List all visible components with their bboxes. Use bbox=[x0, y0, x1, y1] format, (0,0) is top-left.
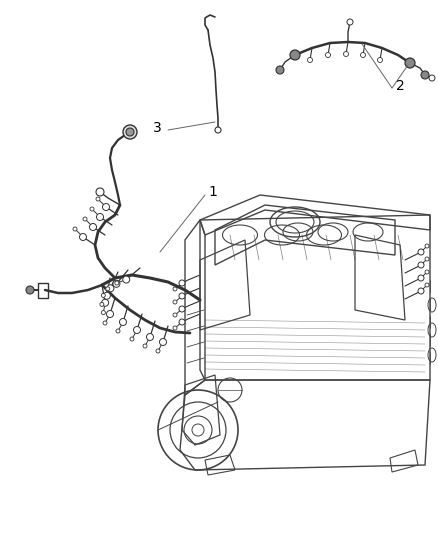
Circle shape bbox=[123, 276, 130, 283]
Text: 1: 1 bbox=[208, 185, 217, 199]
Circle shape bbox=[179, 319, 185, 325]
Circle shape bbox=[103, 321, 107, 325]
Circle shape bbox=[425, 257, 429, 261]
Circle shape bbox=[116, 329, 120, 333]
Circle shape bbox=[290, 50, 300, 60]
Circle shape bbox=[425, 283, 429, 287]
Circle shape bbox=[83, 217, 87, 221]
Circle shape bbox=[90, 207, 94, 211]
Circle shape bbox=[106, 311, 113, 318]
Circle shape bbox=[421, 71, 429, 79]
Circle shape bbox=[146, 334, 153, 341]
Circle shape bbox=[113, 280, 120, 287]
Text: 2: 2 bbox=[396, 79, 405, 93]
Circle shape bbox=[418, 275, 424, 281]
Circle shape bbox=[107, 285, 114, 292]
Circle shape bbox=[143, 344, 147, 348]
Circle shape bbox=[425, 270, 429, 274]
Circle shape bbox=[80, 233, 86, 240]
Circle shape bbox=[115, 281, 119, 285]
Circle shape bbox=[343, 52, 349, 56]
Circle shape bbox=[418, 262, 424, 268]
Circle shape bbox=[307, 58, 312, 62]
Circle shape bbox=[102, 299, 109, 306]
Circle shape bbox=[102, 204, 110, 211]
Circle shape bbox=[73, 227, 77, 231]
Circle shape bbox=[130, 337, 134, 341]
Circle shape bbox=[405, 58, 415, 68]
Circle shape bbox=[276, 66, 284, 74]
Text: 3: 3 bbox=[153, 121, 162, 135]
Circle shape bbox=[101, 311, 106, 314]
Circle shape bbox=[173, 313, 177, 317]
Circle shape bbox=[173, 300, 177, 304]
Circle shape bbox=[179, 306, 185, 312]
Circle shape bbox=[123, 125, 137, 139]
Circle shape bbox=[96, 214, 103, 221]
Circle shape bbox=[106, 287, 110, 291]
Circle shape bbox=[179, 280, 185, 286]
Circle shape bbox=[425, 244, 429, 248]
Circle shape bbox=[215, 127, 221, 133]
Circle shape bbox=[418, 249, 424, 255]
Circle shape bbox=[126, 128, 134, 136]
Circle shape bbox=[325, 52, 331, 58]
Circle shape bbox=[156, 349, 160, 353]
Circle shape bbox=[96, 188, 104, 196]
Circle shape bbox=[360, 52, 365, 58]
Circle shape bbox=[96, 197, 100, 201]
Circle shape bbox=[103, 292, 110, 299]
Circle shape bbox=[134, 327, 141, 334]
Circle shape bbox=[418, 288, 424, 294]
Circle shape bbox=[173, 326, 177, 330]
Circle shape bbox=[120, 319, 127, 326]
Circle shape bbox=[378, 58, 382, 62]
Circle shape bbox=[179, 293, 185, 299]
Circle shape bbox=[89, 223, 96, 230]
Circle shape bbox=[26, 286, 34, 294]
Circle shape bbox=[101, 293, 105, 297]
Circle shape bbox=[100, 302, 104, 306]
Circle shape bbox=[159, 338, 166, 345]
Circle shape bbox=[429, 75, 435, 81]
Circle shape bbox=[347, 19, 353, 25]
Circle shape bbox=[173, 287, 177, 291]
